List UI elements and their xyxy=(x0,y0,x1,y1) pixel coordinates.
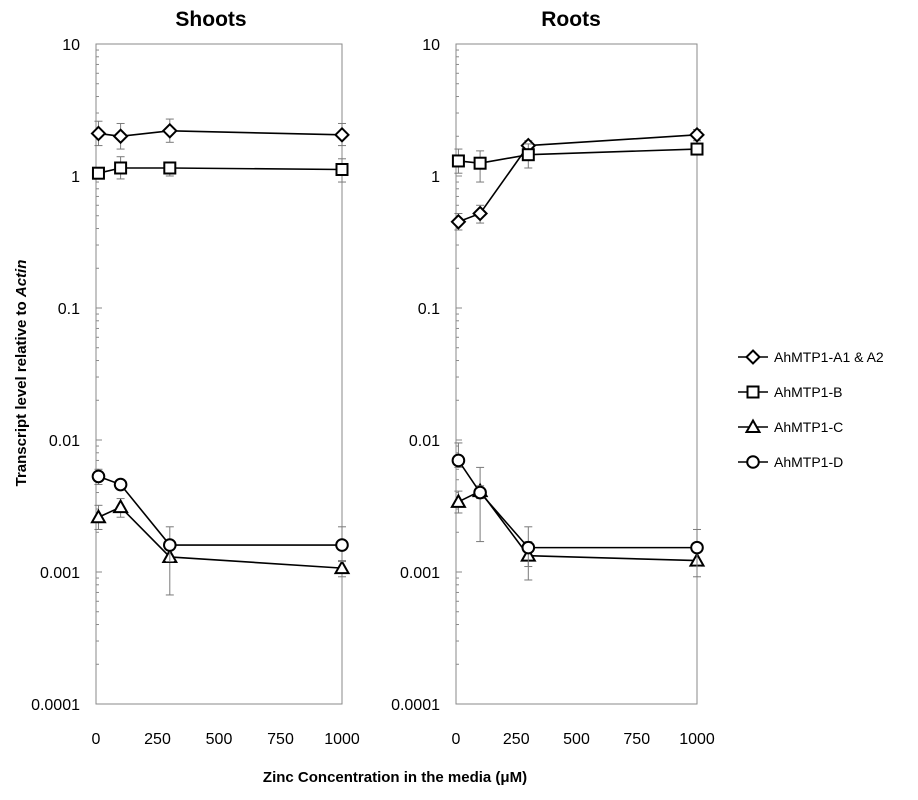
x-tick-label: 500 xyxy=(206,731,233,748)
series-line xyxy=(458,148,698,165)
data-point xyxy=(91,469,106,484)
y-tick-label: 0.01 xyxy=(409,433,440,450)
data-point xyxy=(521,148,535,162)
legend-item: AhMTP1-A1 & A2 xyxy=(738,349,884,365)
legend-marker-square xyxy=(746,385,760,399)
x-tick-label: 1000 xyxy=(324,731,360,748)
data-point xyxy=(90,125,107,142)
data-point xyxy=(690,142,704,156)
y-tick-label: 10 xyxy=(422,37,440,54)
x-tick-label: 0 xyxy=(92,731,101,748)
y-axis-label: Transcript level relative to Actin xyxy=(13,260,30,487)
y-tick-label: 0.0001 xyxy=(31,697,80,714)
y-tick-label: 0.1 xyxy=(418,301,440,318)
x-tick-label: 500 xyxy=(563,731,590,748)
data-point xyxy=(451,453,466,468)
data-point xyxy=(335,538,349,552)
y-tick-label: 0.001 xyxy=(400,565,440,582)
legend-marker-triangle xyxy=(744,418,762,433)
series-line xyxy=(458,490,698,562)
series-triangle xyxy=(90,498,351,596)
y-axis-label-italic: Actin xyxy=(13,260,30,299)
y-tick-label: 0.001 xyxy=(40,565,80,582)
data-point xyxy=(473,485,487,500)
data-point xyxy=(112,128,129,145)
data-point xyxy=(113,477,128,492)
y-tick-label: 0.0001 xyxy=(391,697,440,714)
legend-marker-diamond xyxy=(745,349,761,365)
series-line xyxy=(98,475,342,546)
plot-area xyxy=(455,43,698,705)
data-point xyxy=(161,122,178,139)
data-point xyxy=(521,540,536,555)
data-point xyxy=(335,163,349,177)
series-diamond xyxy=(90,118,350,150)
y-tick-label: 10 xyxy=(62,37,80,54)
legend-label: AhMTP1-D xyxy=(774,454,843,470)
y-axis-label-prefix: Transcript level relative to xyxy=(13,297,30,486)
data-point xyxy=(91,166,105,180)
panel-roots: Roots 10 1 0.1 0.01 0.001 0.0001 0 250 500 750 1000 xyxy=(391,8,715,748)
series-line xyxy=(458,134,698,223)
series-line xyxy=(98,167,343,174)
series-square xyxy=(91,156,349,183)
data-point xyxy=(689,126,705,143)
data-point xyxy=(690,540,704,555)
series-line xyxy=(98,129,343,138)
panel-title: Roots xyxy=(541,8,601,31)
data-point xyxy=(90,508,107,524)
series-square xyxy=(451,142,704,183)
series-circle xyxy=(451,442,704,568)
panel-shoots: Shoots 10 1 0.1 0.01 0.001 0.0001 0 250 500 750 100… xyxy=(31,8,360,748)
plot-area xyxy=(95,43,343,705)
x-tick-label: 250 xyxy=(144,731,171,748)
x-axis-label: Zinc Concentration in the media (μM) xyxy=(263,769,527,786)
legend-item: AhMTP1-B xyxy=(738,384,842,400)
data-point xyxy=(163,161,177,175)
legend-label: AhMTP1-C xyxy=(774,419,843,435)
legend-marker-circle xyxy=(746,455,760,469)
panel-title: Shoots xyxy=(175,8,246,31)
data-point xyxy=(333,559,351,575)
data-point xyxy=(451,154,465,168)
legend-item: AhMTP1-D xyxy=(738,454,843,470)
data-point xyxy=(450,493,467,508)
x-tick-label: 1000 xyxy=(679,731,715,748)
x-tick-label: 750 xyxy=(623,731,650,748)
series-line xyxy=(98,506,343,569)
x-tick-label: 750 xyxy=(267,731,294,748)
series-triangle xyxy=(450,466,706,581)
legend: AhMTP1-A1 & A2 AhMTP1-B AhMTP1-C AhMTP1-D xyxy=(738,349,884,470)
data-point xyxy=(163,538,177,552)
x-tick-label: 0 xyxy=(452,731,461,748)
legend-label: AhMTP1-B xyxy=(774,384,842,400)
series-line xyxy=(457,459,697,549)
y-tick-label: 0.01 xyxy=(49,433,80,450)
y-tick-label: 0.1 xyxy=(58,301,80,318)
x-tick-label: 250 xyxy=(503,731,530,748)
data-point xyxy=(334,126,350,143)
series-circle xyxy=(91,468,349,563)
data-point xyxy=(450,213,467,230)
data-point xyxy=(473,156,487,170)
legend-item: AhMTP1-C xyxy=(738,418,843,435)
y-tick-label: 1 xyxy=(71,169,80,186)
data-point xyxy=(472,205,489,222)
y-tick-label: 1 xyxy=(431,169,440,186)
series-diamond xyxy=(450,126,705,231)
legend-label: AhMTP1-A1 & A2 xyxy=(774,349,884,365)
data-point xyxy=(114,161,128,175)
data-point xyxy=(112,498,129,514)
